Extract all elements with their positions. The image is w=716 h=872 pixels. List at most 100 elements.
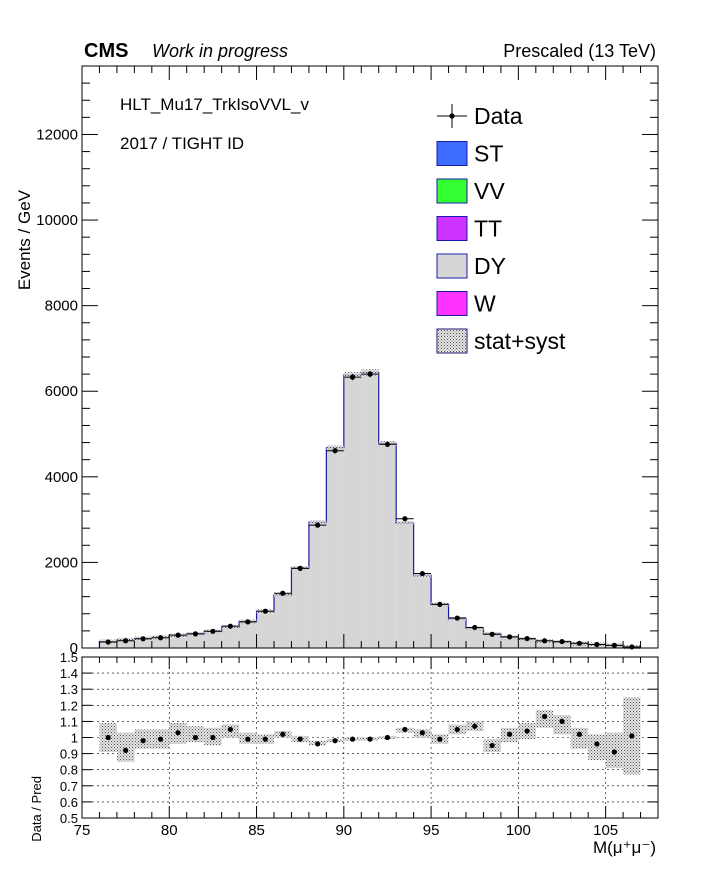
legend-entry: VV [436, 178, 505, 204]
dy-bar [413, 575, 432, 648]
data-point [332, 448, 338, 454]
ratio-point [297, 736, 303, 742]
ratio-point [489, 742, 495, 749]
ratio-point [384, 734, 391, 741]
legend-label: DY [474, 253, 506, 279]
dy-bar [448, 618, 466, 648]
data-point [629, 644, 635, 650]
data-point [559, 638, 565, 645]
energy-label: Prescaled (13 TeV) [503, 41, 656, 61]
data-point [402, 516, 408, 522]
data-point [384, 441, 391, 447]
legend-label: stat+syst [474, 328, 566, 354]
legend-entry: stat+syst [436, 328, 566, 354]
ratio-point [192, 734, 199, 741]
legend-swatch [436, 253, 468, 279]
ratio-point [524, 728, 530, 734]
ratio-point [454, 726, 460, 733]
main-uncertainty-band [326, 445, 344, 451]
dy-bar [169, 635, 187, 648]
data-point [227, 623, 233, 629]
legend-swatch [436, 178, 468, 204]
ratio-y-tick-label: 1.5 [60, 650, 78, 665]
ratio-y-tick-label: 1.4 [60, 666, 78, 681]
legend-entry: Data [437, 103, 523, 129]
data-point [157, 635, 164, 641]
ratio-point [332, 738, 338, 744]
ratio-point [402, 726, 408, 733]
dy-bar [99, 641, 117, 648]
main-ylabel: Events / GeV [15, 189, 34, 290]
data-point [245, 619, 251, 625]
data-point [524, 635, 530, 642]
data-point [297, 565, 303, 572]
ratio-uncertainty-band [553, 714, 571, 735]
ratio-point [315, 741, 321, 747]
data-point [140, 636, 146, 642]
ratio-y-tick-label: 0.8 [60, 763, 78, 778]
legend-swatch [436, 328, 468, 354]
dy-bar [204, 631, 222, 648]
ratio-point [629, 733, 635, 739]
ratio-point [157, 736, 164, 742]
legend-entry: ST [436, 141, 503, 167]
ratio-point [472, 723, 478, 729]
dy-bar [151, 637, 170, 648]
dy-bar [518, 639, 536, 648]
data-point [419, 570, 425, 577]
ratio-point [227, 726, 233, 733]
ratio-point [210, 734, 216, 741]
x-tick-label: 85 [248, 822, 265, 839]
main-uncertainty-band [308, 520, 327, 525]
legend-marker-dot [449, 113, 455, 119]
legend-swatch [436, 291, 468, 316]
data-point [489, 631, 495, 637]
work-in-progress-label: Work in progress [152, 41, 288, 61]
ratio-point [437, 736, 443, 742]
y-tick-label: 10000 [36, 212, 78, 229]
dy-bar [553, 642, 571, 648]
main-uncertainty-band [396, 521, 414, 526]
legend-entry: W [436, 291, 496, 317]
ratio-y-tick-label: 1 [71, 731, 78, 746]
ratio-uncertainty-band [116, 732, 135, 762]
ratio-point [507, 731, 513, 737]
data-point [437, 601, 443, 607]
x-tick-label: 95 [423, 822, 440, 839]
y-tick-label: 4000 [45, 469, 78, 486]
data-point [280, 590, 286, 596]
dy-bar [274, 594, 292, 648]
legend-label: Data [474, 103, 523, 129]
data-point [105, 639, 111, 645]
ratio-ylabel: Data / Pred [29, 776, 44, 842]
legend-entry: DY [436, 253, 506, 279]
legend-swatch [436, 216, 468, 241]
ratio-point [105, 734, 111, 741]
x-tick-label: 80 [161, 822, 178, 839]
ratio-y-tick-label: 1.1 [60, 714, 78, 729]
dy-bar [378, 443, 397, 648]
data-point [123, 638, 129, 644]
y-tick-label: 12000 [36, 126, 78, 143]
dy-bar [291, 567, 309, 648]
y-tick-label: 0 [70, 640, 78, 657]
legend-entry: TT [436, 216, 502, 242]
dy-bar [343, 374, 362, 648]
dy-bar [483, 633, 501, 648]
dy-bar [221, 627, 240, 648]
ratio-y-tick-label: 1.3 [60, 682, 78, 697]
data-point [541, 638, 548, 644]
dy-bar [239, 621, 257, 648]
dy-bar [431, 604, 449, 648]
data-point [349, 374, 356, 380]
x-tick-label: 75 [74, 822, 91, 839]
ratio-point [245, 736, 251, 742]
dy-bar [256, 611, 274, 648]
data-point [315, 522, 321, 528]
dy-bar [500, 637, 519, 648]
data-point [594, 641, 600, 648]
dy-bar [186, 633, 205, 648]
cms-label: CMS [84, 40, 128, 62]
dy-bar [116, 639, 135, 648]
